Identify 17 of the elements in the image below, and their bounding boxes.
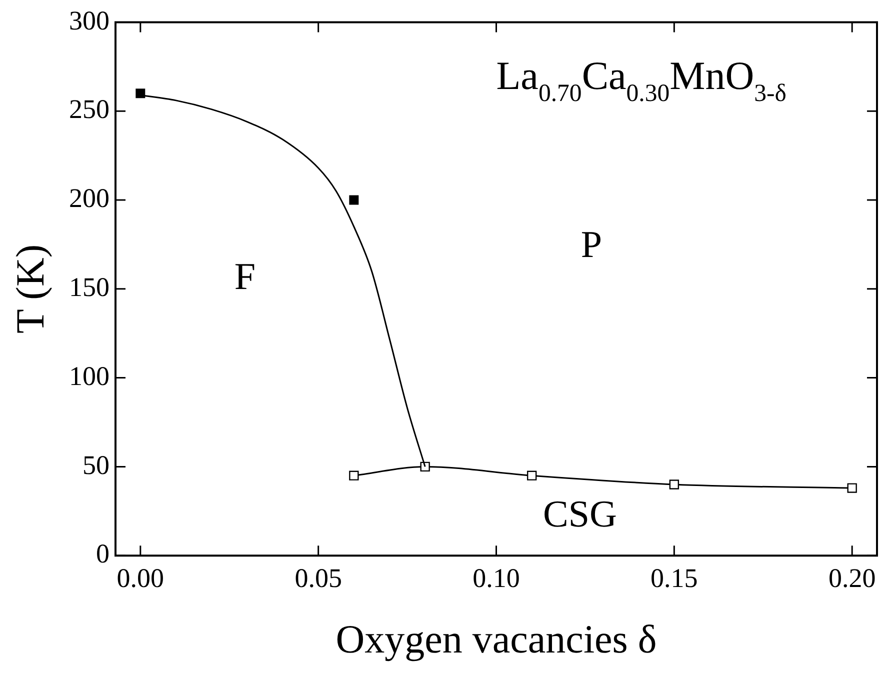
x-tick-label: 0.00	[116, 562, 164, 593]
annotation: F	[234, 256, 256, 298]
x-tick-label: 0.05	[294, 562, 342, 593]
x-axis-title: Oxygen vacancies δ	[336, 616, 657, 662]
x-tick-label: 0.20	[828, 562, 876, 593]
annotation: CSG	[543, 493, 617, 536]
y-tick-label: 150	[69, 272, 110, 302]
y-tick-label: 50	[82, 450, 110, 480]
y-tick-label: 300	[69, 5, 110, 36]
x-tick-label: 0.15	[650, 562, 698, 593]
y-axis-title: T (K)	[8, 244, 52, 334]
y-tick-label: 250	[69, 94, 110, 124]
annotation: P	[580, 224, 602, 266]
x-tick-label: 0.10	[472, 562, 520, 593]
y-tick-label: 200	[69, 183, 110, 214]
y-tick-label: 100	[69, 360, 110, 391]
y-tick-label: 0	[96, 538, 110, 569]
